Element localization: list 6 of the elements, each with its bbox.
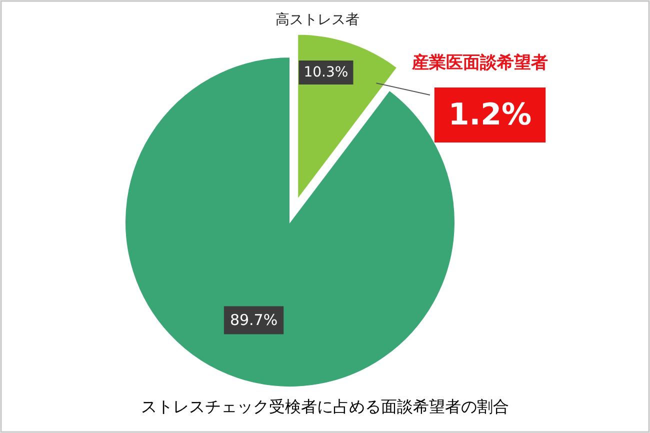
text: ストレスチェック受検者に占める面談希望者の割合 bbox=[141, 397, 509, 416]
data-label: 10.3% bbox=[304, 64, 348, 80]
slice-label: 高ストレス者 bbox=[276, 12, 360, 28]
text: 1.2% bbox=[448, 98, 532, 132]
data-label: 89.7% bbox=[230, 311, 278, 330]
text: 産業医面談希望者 bbox=[412, 53, 548, 73]
